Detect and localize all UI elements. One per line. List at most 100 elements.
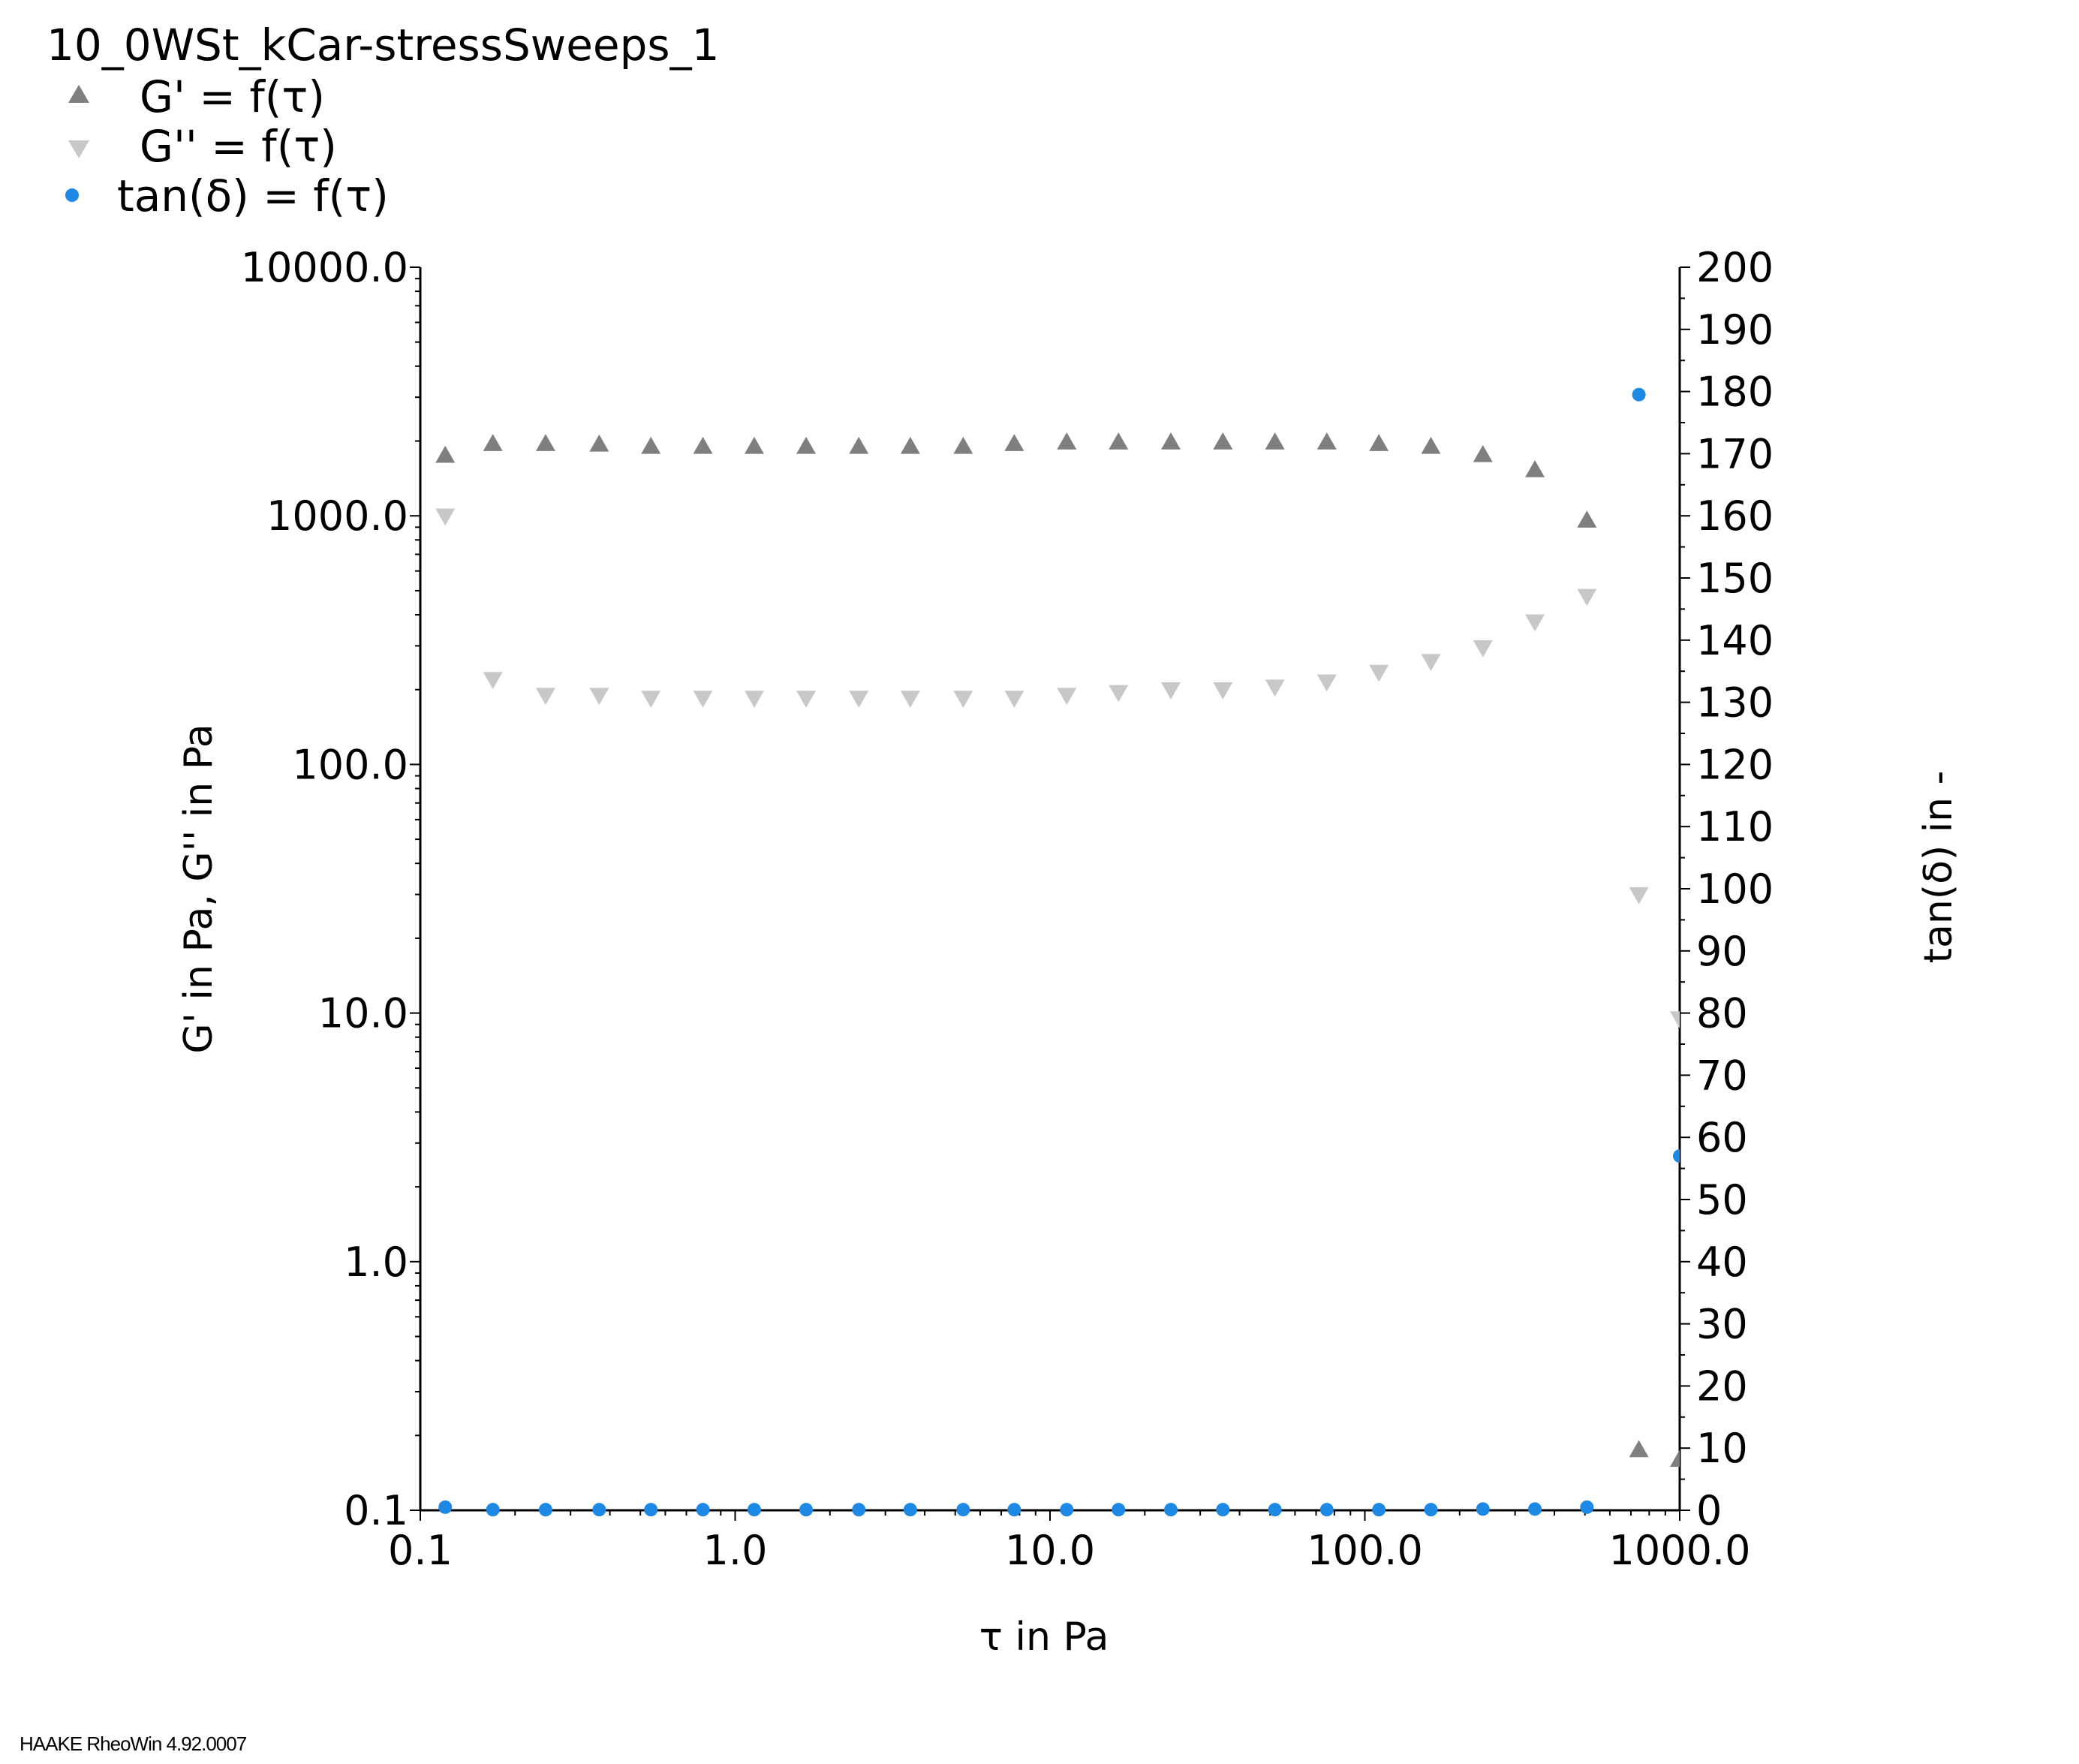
g-double-prime-point — [1473, 640, 1493, 658]
g-prime-point — [1057, 432, 1077, 450]
g-prime-point — [483, 434, 503, 451]
tan-delta-point — [1632, 387, 1646, 402]
g-prime-point — [1369, 434, 1389, 451]
g-double-prime-point — [1265, 679, 1285, 697]
y2-tick-label: 170 — [1696, 430, 1774, 477]
g-double-prime-point — [1629, 887, 1649, 905]
g-double-prime-point — [744, 691, 764, 708]
g-prime-point — [589, 434, 609, 452]
data-marks — [435, 387, 1680, 1517]
tan-delta-point — [696, 1503, 710, 1517]
triangle-down-marker-icon — [68, 140, 89, 158]
x-tick-label: 1.0 — [703, 1527, 768, 1574]
g-double-prime-point — [535, 688, 555, 706]
tan-delta-point — [1164, 1503, 1178, 1517]
tan-delta-point — [903, 1503, 917, 1517]
g-prime-point — [693, 436, 713, 454]
g-double-prime-point — [1525, 614, 1545, 632]
g-double-prime-point — [1421, 654, 1441, 671]
g-double-prime-point — [1004, 691, 1024, 708]
y-tick-label: 10.0 — [318, 990, 408, 1037]
x-tick-label: 0.1 — [388, 1527, 453, 1574]
y2-tick-label: 20 — [1696, 1362, 1748, 1410]
legend-item-g-double-prime: G'' = f(τ) — [53, 121, 337, 172]
y2-axis-title: tan(δ) in - — [1916, 771, 1961, 964]
y2-tick-label: 40 — [1696, 1239, 1748, 1286]
g-double-prime-point — [641, 691, 661, 708]
software-footer: HAAKE RheoWin 4.92.0007 — [20, 1732, 247, 1755]
tan-delta-point — [1673, 1149, 1680, 1163]
g-double-prime-point — [849, 691, 869, 708]
g-prime-point — [1161, 432, 1181, 450]
tan-delta-point — [1319, 1503, 1334, 1517]
y2-tick-label: 70 — [1696, 1052, 1748, 1099]
g-prime-point — [1473, 444, 1493, 462]
y2-tick-label: 150 — [1696, 555, 1774, 602]
g-double-prime-point — [1316, 674, 1337, 692]
g-prime-point — [1670, 1449, 1680, 1467]
y-tick-label: 0.1 — [344, 1487, 408, 1534]
x-axis-title: τ in Pa — [979, 1615, 1109, 1660]
g-double-prime-point — [1670, 1011, 1680, 1028]
legend-label-g-prime: G' = f(τ) — [140, 71, 325, 122]
g-double-prime-point — [1369, 664, 1389, 682]
g-prime-point — [641, 436, 661, 454]
g-double-prime-point — [693, 691, 713, 708]
g-double-prime-point — [589, 688, 609, 706]
y2-tick-label: 0 — [1696, 1487, 1722, 1534]
y2-tick-label: 90 — [1696, 928, 1748, 975]
tan-delta-point — [1007, 1503, 1021, 1517]
tan-delta-point — [538, 1503, 552, 1517]
g-double-prime-point — [1213, 682, 1233, 700]
y2-tick-label: 100 — [1696, 865, 1774, 913]
g-double-prime-point — [900, 691, 920, 708]
g-double-prime-point — [1057, 688, 1077, 706]
y2-tick-label: 10 — [1696, 1425, 1748, 1472]
tan-delta-point — [438, 1500, 453, 1514]
g-prime-point — [535, 434, 555, 451]
y2-tick-label: 120 — [1696, 741, 1774, 788]
x-tick-label: 100.0 — [1307, 1527, 1423, 1574]
g-prime-point — [796, 436, 817, 454]
y-axis-title: G' in Pa, G'' in Pa — [176, 724, 221, 1053]
g-prime-point — [1213, 432, 1233, 450]
tan-delta-point — [799, 1503, 814, 1517]
g-double-prime-point — [1577, 589, 1597, 607]
tan-delta-point — [1216, 1503, 1230, 1517]
y2-tick-label: 80 — [1696, 990, 1748, 1037]
tan-delta-point — [956, 1503, 970, 1517]
tan-delta-point — [747, 1503, 761, 1517]
y2-tick-label: 180 — [1696, 369, 1774, 416]
g-double-prime-point — [483, 672, 503, 689]
y-tick-label: 10000.0 — [241, 244, 408, 291]
g-prime-point — [1109, 432, 1129, 450]
tan-delta-point — [1372, 1503, 1386, 1517]
tan-delta-point — [1424, 1503, 1438, 1517]
g-double-prime-point — [796, 691, 817, 708]
y2-tick-label: 30 — [1696, 1301, 1748, 1348]
tan-delta-point — [486, 1503, 500, 1517]
y2-tick-label: 130 — [1696, 679, 1774, 727]
legend-label-tan-delta: tan(δ) = f(τ) — [117, 170, 389, 221]
g-prime-point — [744, 436, 764, 454]
tan-delta-point — [1112, 1503, 1126, 1517]
tan-delta-point — [1268, 1503, 1282, 1517]
y2-tick-label: 60 — [1696, 1114, 1748, 1161]
triangle-up-marker-icon — [68, 85, 89, 103]
tan-delta-point — [852, 1503, 866, 1517]
g-double-prime-point — [1109, 685, 1129, 703]
g-prime-point — [1577, 510, 1597, 528]
axes: 0.1 1.0 10.0 100.0 1000.0 10000.0 0.1 1.0 10.0 10… — [176, 244, 1961, 1660]
tan-delta-point — [1528, 1502, 1542, 1516]
tan-delta-point — [1060, 1503, 1074, 1517]
x-tick-label: 1000.0 — [1609, 1527, 1751, 1574]
y2-tick-label: 160 — [1696, 492, 1774, 540]
g-prime-point — [1525, 460, 1545, 477]
legend-label-g-double-prime: G'' = f(τ) — [140, 121, 337, 172]
y2-tick-label: 200 — [1696, 244, 1774, 291]
legend-item-tan-delta: tan(δ) = f(τ) — [53, 170, 389, 221]
g-double-prime-point — [435, 508, 456, 526]
g-double-prime-point — [1161, 682, 1181, 700]
chart-title: 10_0WSt_kCar-stressSweeps_1 — [47, 20, 720, 71]
